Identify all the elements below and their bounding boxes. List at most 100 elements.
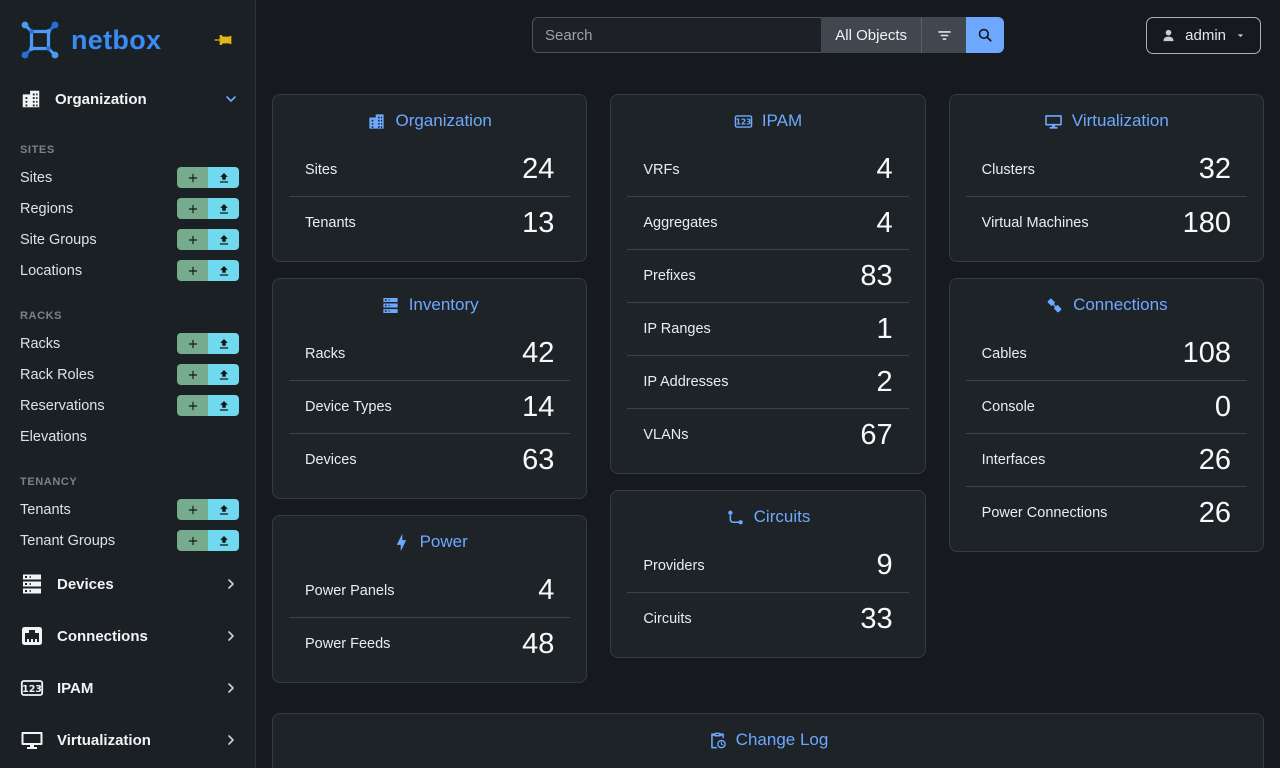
- sidebar-group-virtualization[interactable]: Virtualization: [0, 716, 255, 764]
- stat-value[interactable]: 42: [522, 337, 555, 369]
- stat-value[interactable]: 32: [1198, 153, 1231, 185]
- stat-label[interactable]: Console: [981, 399, 1035, 415]
- sidebar-item-label[interactable]: Site Groups: [20, 231, 97, 248]
- sidebar-item-elevations[interactable]: Elevations: [0, 421, 255, 452]
- user-menu-button[interactable]: admin: [1146, 17, 1261, 54]
- import-button[interactable]: [208, 333, 239, 354]
- stat-label[interactable]: Sites: [305, 161, 338, 178]
- sidebar-item-label[interactable]: Tenant Groups: [20, 532, 116, 549]
- sidebar-item-tenants[interactable]: Tenants: [0, 494, 255, 525]
- stat-value[interactable]: 1: [876, 312, 893, 345]
- sidebar-item-regions[interactable]: Regions: [0, 193, 255, 224]
- sidebar-group-organization[interactable]: Organization: [0, 78, 255, 120]
- sidebar-item-reservations[interactable]: Reservations: [0, 390, 255, 421]
- stat-label[interactable]: Circuits: [643, 611, 692, 627]
- add-button[interactable]: [177, 260, 208, 281]
- sidebar-item-tenant-groups[interactable]: Tenant Groups: [0, 525, 255, 556]
- sidebar-group-devices[interactable]: Devices: [0, 560, 255, 608]
- stat-label[interactable]: Aggregates: [643, 215, 718, 231]
- pin-sidebar-button[interactable]: [211, 28, 235, 52]
- stat-label[interactable]: Tenants: [305, 215, 356, 231]
- sidebar-item-sites[interactable]: Sites: [0, 162, 255, 193]
- add-button[interactable]: [177, 395, 208, 416]
- stat-value[interactable]: 180: [1182, 206, 1231, 239]
- stat-value[interactable]: 33: [860, 602, 893, 635]
- stat-value[interactable]: 9: [876, 549, 893, 581]
- import-button[interactable]: [208, 499, 239, 520]
- card-title-changelog[interactable]: Change Log: [273, 714, 1263, 762]
- sidebar-item-label[interactable]: Elevations: [20, 428, 87, 445]
- sidebar-item-label[interactable]: Racks: [20, 335, 61, 352]
- sidebar-item-label[interactable]: Sites: [20, 169, 53, 186]
- stat-label[interactable]: VRFs: [643, 161, 680, 178]
- sidebar-group-ipam[interactable]: IPAM: [0, 664, 255, 712]
- search-button[interactable]: [966, 17, 1004, 53]
- stat-value[interactable]: 26: [1198, 443, 1231, 476]
- sidebar-item-racks[interactable]: Racks: [0, 328, 255, 359]
- card-title-ipam[interactable]: IPAM: [611, 95, 924, 143]
- card-title-inventory[interactable]: Inventory: [273, 279, 586, 327]
- card-title-virtualization[interactable]: Virtualization: [950, 95, 1263, 143]
- search-input[interactable]: [532, 17, 822, 53]
- stat-value[interactable]: 83: [860, 259, 893, 292]
- add-button[interactable]: [177, 167, 208, 188]
- add-button[interactable]: [177, 499, 208, 520]
- add-button[interactable]: [177, 364, 208, 385]
- stat-label[interactable]: Interfaces: [981, 452, 1046, 468]
- stat-label[interactable]: Power Panels: [305, 582, 395, 599]
- stat-label[interactable]: Virtual Machines: [981, 215, 1089, 231]
- netbox-logo[interactable]: netbox: [18, 18, 161, 62]
- stat-value[interactable]: 4: [876, 153, 893, 185]
- stat-value[interactable]: 63: [522, 443, 555, 476]
- sidebar-item-locations[interactable]: Locations: [0, 255, 255, 286]
- card-title-circuits[interactable]: Circuits: [611, 491, 924, 539]
- import-button[interactable]: [208, 530, 239, 551]
- add-button[interactable]: [177, 229, 208, 250]
- stat-label[interactable]: Cables: [981, 345, 1027, 362]
- stat-label[interactable]: Devices: [305, 452, 357, 468]
- stat-label[interactable]: Racks: [305, 345, 346, 362]
- stat-value[interactable]: 4: [538, 574, 555, 606]
- stat-value[interactable]: 24: [522, 153, 555, 185]
- sidebar-group-connections[interactable]: Connections: [0, 612, 255, 660]
- sidebar-item-site-groups[interactable]: Site Groups: [0, 224, 255, 255]
- stat-value[interactable]: 67: [860, 418, 893, 451]
- filter-button[interactable]: [921, 17, 966, 53]
- import-button[interactable]: [208, 198, 239, 219]
- search-scope-dropdown[interactable]: All Objects: [821, 17, 921, 53]
- stat-value[interactable]: 108: [1182, 337, 1231, 369]
- stat-label[interactable]: Device Types: [305, 399, 392, 415]
- stat-label[interactable]: IP Ranges: [643, 321, 711, 337]
- add-button[interactable]: [177, 198, 208, 219]
- stat-label[interactable]: Providers: [643, 557, 705, 574]
- sidebar-item-label[interactable]: Locations: [20, 262, 83, 279]
- stat-value[interactable]: 2: [876, 365, 893, 398]
- sidebar-item-rack-roles[interactable]: Rack Roles: [0, 359, 255, 390]
- stat-value[interactable]: 13: [522, 206, 555, 239]
- stat-label[interactable]: IP Addresses: [643, 374, 729, 390]
- sidebar-item-label[interactable]: Reservations: [20, 397, 105, 414]
- import-button[interactable]: [208, 395, 239, 416]
- stat-value[interactable]: 4: [876, 206, 893, 239]
- stat-label[interactable]: Power Feeds: [305, 636, 391, 652]
- stat-label[interactable]: VLANs: [643, 427, 689, 443]
- sidebar-item-label[interactable]: Rack Roles: [20, 366, 95, 383]
- stat-value[interactable]: 26: [1198, 496, 1231, 529]
- card-title-power[interactable]: Power: [273, 516, 586, 564]
- card-title-connections[interactable]: Connections: [950, 279, 1263, 327]
- stat-value[interactable]: 0: [1214, 390, 1231, 423]
- import-button[interactable]: [208, 364, 239, 385]
- add-button[interactable]: [177, 530, 208, 551]
- stat-label[interactable]: Clusters: [981, 161, 1035, 178]
- stat-value[interactable]: 14: [522, 390, 555, 423]
- stat-label[interactable]: Power Connections: [981, 505, 1108, 521]
- import-button[interactable]: [208, 167, 239, 188]
- stat-value[interactable]: 48: [522, 627, 555, 660]
- add-button[interactable]: [177, 333, 208, 354]
- stat-label[interactable]: Prefixes: [643, 268, 696, 284]
- sidebar-item-label[interactable]: Tenants: [20, 501, 71, 518]
- import-button[interactable]: [208, 229, 239, 250]
- sidebar-item-label[interactable]: Regions: [20, 200, 74, 217]
- card-title-organization[interactable]: Organization: [273, 95, 586, 143]
- import-button[interactable]: [208, 260, 239, 281]
